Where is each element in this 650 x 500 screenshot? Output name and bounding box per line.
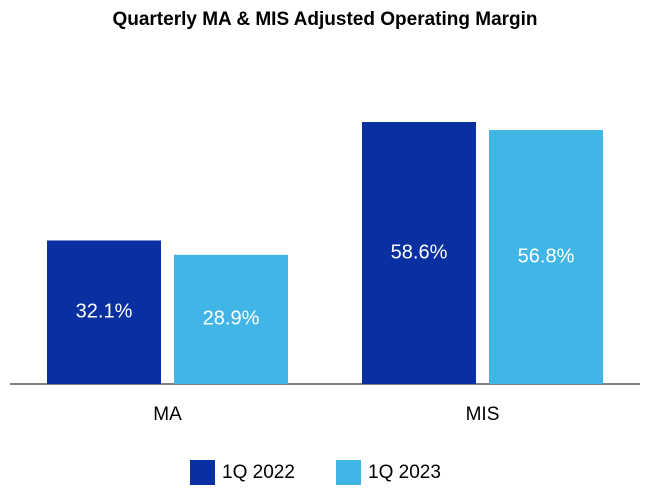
- bar: [362, 122, 476, 384]
- data-label: 58.6%: [391, 241, 448, 263]
- x-tick-label: MA: [153, 404, 182, 425]
- legend-swatch: [190, 460, 215, 485]
- bar: [47, 240, 161, 384]
- bar: [174, 254, 288, 384]
- legend-swatch: [336, 460, 361, 485]
- legend-label: 1Q 2022: [222, 462, 295, 483]
- chart-title: Quarterly MA & MIS Adjusted Operating Ma…: [112, 9, 537, 30]
- data-label: 28.9%: [203, 308, 260, 330]
- bar: [489, 130, 603, 384]
- x-tick-label: MIS: [466, 404, 500, 425]
- legend-label: 1Q 2023: [368, 462, 441, 483]
- data-label: 32.1%: [76, 301, 133, 323]
- data-label: 56.8%: [518, 245, 575, 267]
